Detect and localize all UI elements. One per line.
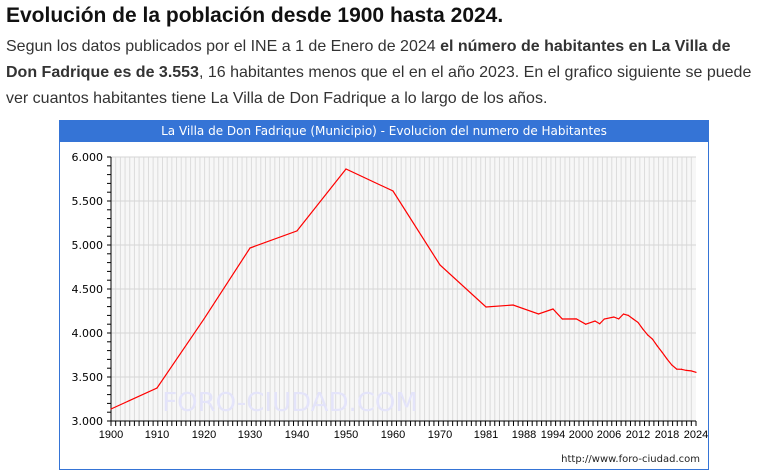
data-point — [637, 321, 639, 324]
y-tick-label: 5.500 — [72, 195, 104, 208]
x-tick-label: 1960 — [381, 429, 405, 441]
data-point — [537, 313, 540, 315]
data-point — [599, 323, 601, 325]
watermark: FORO-CIUDAD.COM — [162, 388, 418, 418]
data-point — [392, 190, 394, 192]
data-point — [651, 338, 654, 340]
x-tick-label: 1930 — [238, 429, 262, 441]
data-point — [695, 371, 697, 373]
page-heading: Evolución de la población desde 1900 has… — [6, 4, 504, 27]
intro-part2: , 16 habitantes menos que el en el año 2… — [6, 64, 752, 107]
x-tick-label: 2000 — [569, 429, 593, 441]
data-point — [622, 313, 625, 315]
x-tick-label: 2018 — [655, 429, 679, 441]
data-point — [575, 318, 577, 320]
data-point — [618, 318, 620, 320]
data-point — [676, 368, 678, 370]
population-line — [110, 168, 697, 410]
data-point — [685, 369, 687, 371]
data-point — [485, 306, 487, 308]
x-tick-label: 1994 — [541, 429, 565, 441]
x-tick-label: 1920 — [192, 429, 216, 441]
data-point — [647, 334, 649, 336]
x-tick-label: 2012 — [626, 429, 650, 441]
intro-part1: Segun los datos publicados por el INE a … — [6, 38, 441, 55]
y-tick-label: 5.000 — [72, 239, 104, 252]
chart-credit: http://www.foro-ciudad.com — [561, 454, 700, 465]
data-point — [512, 304, 514, 306]
data-point — [627, 314, 629, 316]
y-tick-label: 4.500 — [72, 283, 104, 296]
x-tick-label: 1940 — [285, 429, 309, 441]
y-tick-label: 3.000 — [72, 415, 104, 428]
data-point — [296, 230, 298, 232]
x-tick-label: 1981 — [474, 429, 498, 441]
data-point — [613, 316, 615, 318]
data-point — [203, 318, 205, 320]
x-tick-label: 1900 — [99, 429, 123, 441]
data-point — [439, 264, 441, 266]
chart-svg: 3.000 3.500 4.000 4.500 5.000 5.500 6.000 FORO-… — [72, 151, 709, 441]
intro-bold: el número de habitantes en La Villa de D… — [6, 38, 731, 81]
y-tick-label: 6.000 — [72, 151, 104, 164]
x-tick-label: 1970 — [428, 429, 452, 441]
x-tick-label: 2024 — [684, 429, 708, 441]
data-point — [656, 345, 658, 347]
data-point — [561, 318, 563, 320]
x-tick-label: 1910 — [145, 429, 169, 441]
y-tick-label: 4.000 — [72, 327, 104, 340]
x-tick-label: 1950 — [334, 429, 358, 441]
data-point — [661, 351, 663, 353]
data-point — [671, 364, 673, 366]
data-point — [345, 168, 347, 170]
x-tick-label: 1988 — [512, 429, 536, 441]
data-point — [680, 368, 683, 370]
x-tick-label: 2006 — [597, 429, 621, 441]
data-point — [690, 370, 692, 372]
intro-text: Segun los datos publicados por el INE a … — [6, 34, 762, 112]
data-point — [110, 408, 112, 410]
data-point — [603, 318, 605, 320]
data-point — [249, 247, 251, 249]
data-point — [552, 308, 554, 310]
y-tick-label: 3.500 — [72, 371, 104, 384]
data-point — [585, 323, 587, 325]
data-point — [632, 318, 634, 320]
data-point — [666, 358, 668, 360]
data-point — [156, 387, 158, 389]
population-chart: La Villa de Don Fadrique (Municipio) - E… — [59, 120, 709, 470]
chart-title: La Villa de Don Fadrique (Municipio) - E… — [60, 121, 708, 142]
data-point — [594, 320, 596, 322]
data-point — [642, 328, 644, 330]
